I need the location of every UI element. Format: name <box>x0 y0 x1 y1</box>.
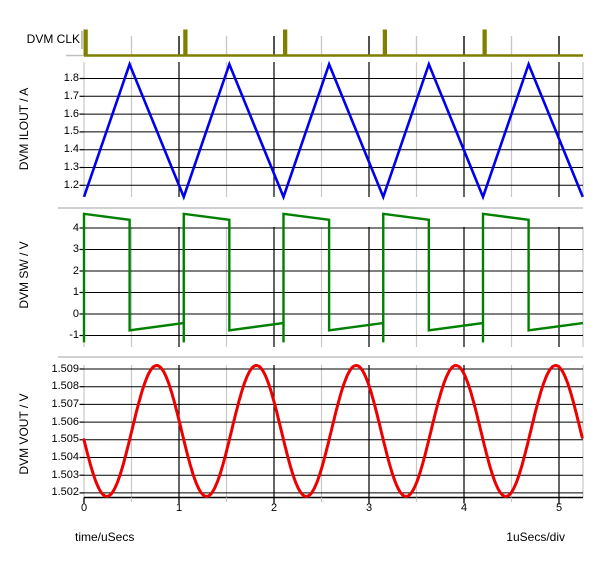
y-tick-label: 1.4 <box>63 143 79 156</box>
x-tick-label: 4 <box>460 502 468 514</box>
x-tick-label: 0 <box>80 502 88 514</box>
trace-dvm-sw[interactable] <box>82 212 584 343</box>
y-tick-label: 1.2 <box>63 178 79 191</box>
y-tick-label: -1 <box>69 329 79 341</box>
y-tick-label: 3 <box>72 243 79 255</box>
axis-label-dvm-vout[interactable]: DVM VOUT / V <box>17 393 31 475</box>
y-tick-label: 1.6 <box>63 107 79 120</box>
trace-dvm-clk-pulse[interactable] <box>183 29 188 56</box>
trace-dvm-clk-pulse[interactable] <box>283 29 288 56</box>
y-tick-label: 1.509 <box>51 362 79 375</box>
y-tick-label: 1.7 <box>63 89 79 102</box>
trace-dvm-clk-pulse[interactable] <box>482 29 487 56</box>
time-per-div-label: 1uSecs/div <box>506 530 565 544</box>
y-tick-label: 2 <box>72 264 79 277</box>
y-tick-label: 1.502 <box>51 486 79 499</box>
y-tick-label: 1.504 <box>51 451 79 463</box>
y-tick-label: 1.505 <box>51 433 79 446</box>
y-tick-label: 1.5 <box>63 125 79 138</box>
x-tick-label: 1 <box>175 502 183 514</box>
x-tick-label: 5 <box>555 502 563 514</box>
trace-dvm-ilout[interactable] <box>82 60 584 201</box>
y-tick-label: 1.503 <box>51 468 79 481</box>
trace-dvm-clk-pulse[interactable] <box>83 29 88 56</box>
trace-label-dvm-clk[interactable]: DVM CLK <box>26 32 80 46</box>
y-tick-label: 1.507 <box>51 397 79 410</box>
trace-dvm-vout[interactable] <box>82 364 584 498</box>
y-tick-label: 1.506 <box>51 415 79 428</box>
y-tick-label: 1.508 <box>51 380 79 393</box>
axis-label-dvm-sw[interactable]: DVM SW / V <box>17 241 31 309</box>
x-axis-title: time/uSecs <box>75 530 135 544</box>
y-tick-label: 1.8 <box>63 72 79 84</box>
trace-dvm-clk-pulse[interactable] <box>382 29 388 56</box>
x-tick-label: 2 <box>270 502 278 514</box>
axis-label-dvm-ilout[interactable]: DVM ILOUT / A <box>17 87 31 171</box>
x-tick-label: 3 <box>365 502 373 514</box>
y-tick-label: 0 <box>72 307 79 320</box>
y-tick-label: 1.3 <box>63 161 79 173</box>
y-tick-label: 4 <box>72 221 79 234</box>
y-tick-label: 1 <box>72 286 79 298</box>
